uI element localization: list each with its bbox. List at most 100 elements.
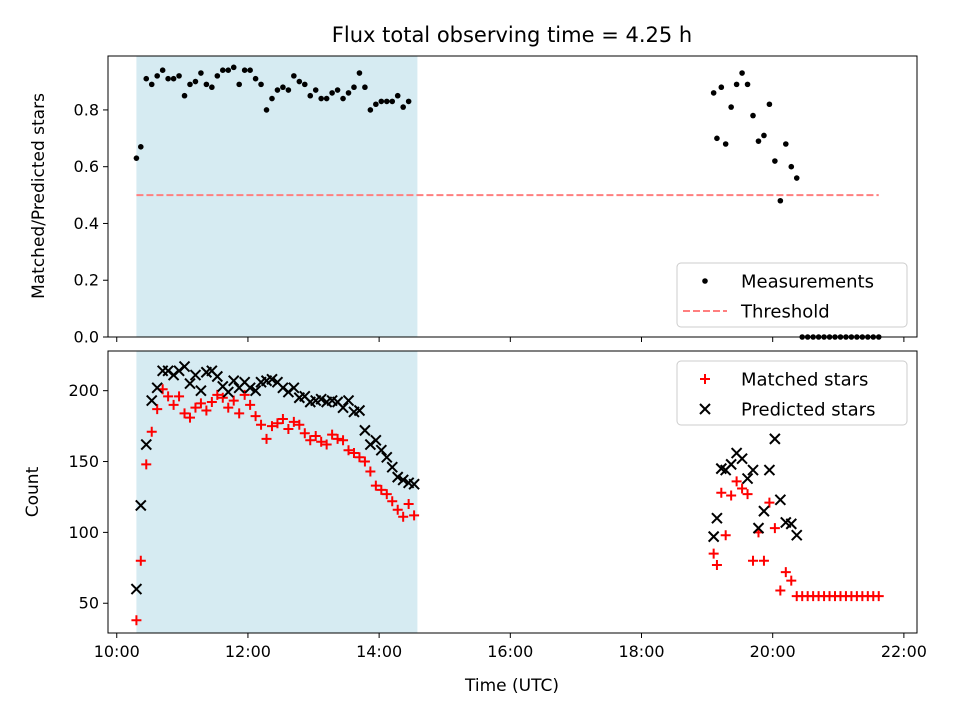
- legend-label: Matched stars: [741, 370, 868, 391]
- data-point: [305, 435, 316, 446]
- data-point: [381, 489, 392, 500]
- data-point: [178, 360, 191, 373]
- data-point: [310, 431, 321, 442]
- data-point: [170, 75, 177, 82]
- data-point: [381, 451, 393, 463]
- x-tick-label: 22:00: [881, 642, 927, 661]
- data-point: [143, 75, 150, 82]
- data-point: [277, 414, 288, 425]
- data-point: [266, 373, 278, 386]
- data-point: [288, 382, 300, 394]
- data-point: [190, 402, 201, 413]
- data-point: [187, 81, 193, 88]
- data-point: [367, 107, 374, 113]
- data-point: [359, 456, 370, 467]
- data-point: [722, 141, 729, 147]
- x-tick-label: 20:00: [750, 642, 796, 661]
- data-point: [266, 421, 277, 432]
- data-point: [152, 404, 163, 415]
- chart-title: Flux total observing time = 4.25 h: [332, 23, 692, 47]
- data-point: [181, 92, 188, 99]
- y-tick-label: 0.6: [74, 157, 99, 176]
- data-point: [209, 84, 215, 91]
- x-tick-label: 12:00: [225, 642, 271, 661]
- data-point: [274, 87, 281, 93]
- y-tick-label: 0.2: [74, 271, 99, 290]
- data-point: [307, 92, 314, 99]
- data-point: [250, 411, 261, 422]
- legend-marker: [700, 374, 710, 384]
- data-point: [375, 444, 388, 456]
- data-point: [747, 464, 759, 476]
- data-point: [772, 158, 778, 164]
- data-point: [345, 90, 352, 96]
- legend-box: [676, 360, 908, 426]
- data-point: [219, 67, 226, 73]
- data-point: [203, 81, 210, 88]
- data-point: [338, 435, 349, 446]
- data-point: [409, 510, 420, 521]
- data-point: [137, 144, 144, 150]
- data-point: [758, 555, 769, 566]
- data-point: [710, 90, 717, 96]
- data-point: [785, 518, 797, 530]
- top-y-axis-label: Matched/Predicted stars: [29, 93, 49, 299]
- data-point: [318, 95, 324, 102]
- data-point: [707, 530, 720, 543]
- data-point: [222, 386, 234, 398]
- data-point: [280, 84, 286, 91]
- data-point: [228, 395, 239, 406]
- data-point: [184, 377, 196, 390]
- data-point: [774, 494, 787, 506]
- data-point: [720, 530, 731, 541]
- data-point: [316, 436, 327, 447]
- data-point: [786, 575, 797, 586]
- data-point: [245, 399, 256, 410]
- data-point: [769, 523, 780, 534]
- plot-frame: [107, 350, 918, 634]
- data-point: [249, 384, 262, 397]
- data-point: [272, 418, 283, 429]
- x-axis-label: Time (UTC): [464, 676, 559, 696]
- data-point: [400, 104, 406, 110]
- data-point: [332, 433, 343, 444]
- data-point: [351, 84, 357, 91]
- data-point: [201, 405, 212, 416]
- data-point: [353, 404, 366, 417]
- data-point: [189, 369, 202, 381]
- data-point: [329, 90, 335, 96]
- data-point: [140, 438, 152, 451]
- data-point: [234, 408, 245, 419]
- data-point: [741, 472, 754, 485]
- data-point: [752, 522, 765, 534]
- x-tick-label: 16:00: [487, 642, 533, 661]
- legend: Measurements Threshold: [676, 262, 908, 328]
- data-point: [766, 101, 773, 108]
- data-point: [323, 95, 330, 102]
- data-point: [230, 64, 237, 71]
- data-point: [334, 87, 341, 93]
- data-point: [312, 87, 319, 93]
- series-measurements: [133, 64, 882, 340]
- legend: Matched stars Predicted stars: [676, 360, 908, 426]
- data-point: [327, 429, 338, 440]
- data-point: [780, 567, 791, 578]
- data-point: [356, 70, 363, 76]
- data-point: [405, 98, 412, 105]
- data-point: [217, 392, 228, 403]
- data-point: [408, 478, 420, 490]
- data-point: [301, 81, 308, 88]
- data-point: [342, 394, 355, 407]
- data-point: [296, 78, 303, 85]
- data-point: [378, 98, 385, 105]
- data-point: [135, 499, 147, 512]
- data-point: [714, 135, 720, 142]
- data-point: [195, 384, 207, 397]
- data-point: [168, 399, 179, 410]
- data-point: [386, 461, 398, 473]
- data-point: [755, 138, 762, 144]
- data-point: [783, 141, 789, 147]
- data-point: [873, 591, 884, 602]
- data-point: [711, 512, 723, 524]
